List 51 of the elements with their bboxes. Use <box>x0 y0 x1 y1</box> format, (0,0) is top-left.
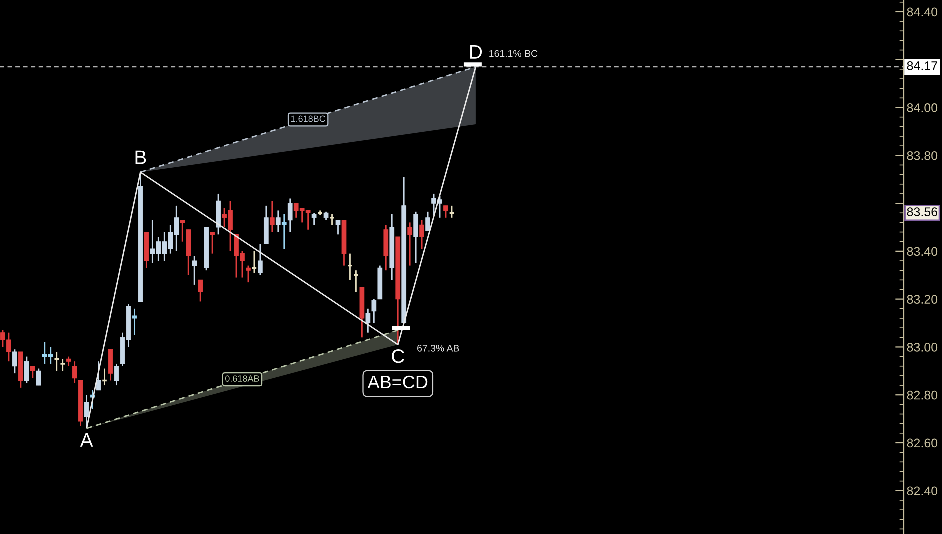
candlestick <box>66 356 72 368</box>
candlestick <box>24 356 30 384</box>
candlestick <box>426 211 430 232</box>
candlestick <box>366 308 371 334</box>
candlestick <box>288 198 293 233</box>
series-label: 161.1% BC <box>490 50 538 58</box>
candlestick <box>114 363 120 386</box>
candlestick <box>270 200 275 233</box>
candlestick <box>84 394 90 430</box>
candlestick <box>210 232 215 255</box>
candlestick <box>180 220 186 243</box>
candlestick <box>72 360 78 384</box>
text: AB=CD <box>368 376 428 389</box>
candlestick <box>276 210 281 233</box>
y-tick-label: 83.40 <box>907 247 938 256</box>
text: 83.56 <box>907 208 938 216</box>
candlestick <box>132 308 138 336</box>
y-tick-label: 84.00 <box>907 104 938 112</box>
series-label: 0.618AB <box>226 376 260 382</box>
data-label: B <box>136 150 146 164</box>
series-label: 67.3% AB <box>418 344 460 352</box>
candlestick <box>246 265 251 284</box>
candlestick <box>414 211 419 264</box>
candlestick <box>108 348 114 382</box>
y-tick-label: 83.80 <box>907 151 938 160</box>
y-tick-label: 82.40 <box>907 486 938 496</box>
candlestick <box>258 244 263 276</box>
y-tick-label: 82.80 <box>907 390 938 400</box>
candlestick <box>30 366 36 380</box>
data-label: D <box>470 45 482 59</box>
candlestick <box>372 298 377 324</box>
candlestick <box>408 222 413 266</box>
candlestick <box>36 368 42 386</box>
y-tick-label: 83.00 <box>907 343 938 352</box>
data-label: C <box>392 350 404 364</box>
candlestick <box>12 348 18 374</box>
y-tick-label: 83.20 <box>907 295 938 304</box>
candlestick <box>282 214 287 250</box>
y-tick-label: 84.40 <box>907 8 938 17</box>
candlestick <box>192 256 198 286</box>
candlestick <box>96 360 102 392</box>
candlestick <box>420 220 424 250</box>
series-label: 1.618BC <box>291 116 326 122</box>
data-label: A <box>80 434 94 447</box>
line-series <box>86 66 477 430</box>
candlestick <box>198 279 203 302</box>
candlestick <box>444 205 448 219</box>
y-tick-label: 82.60 <box>907 438 938 448</box>
candlestick <box>336 220 341 236</box>
ref-line-label: 84.17 <box>907 62 938 70</box>
candlestick <box>312 212 317 226</box>
